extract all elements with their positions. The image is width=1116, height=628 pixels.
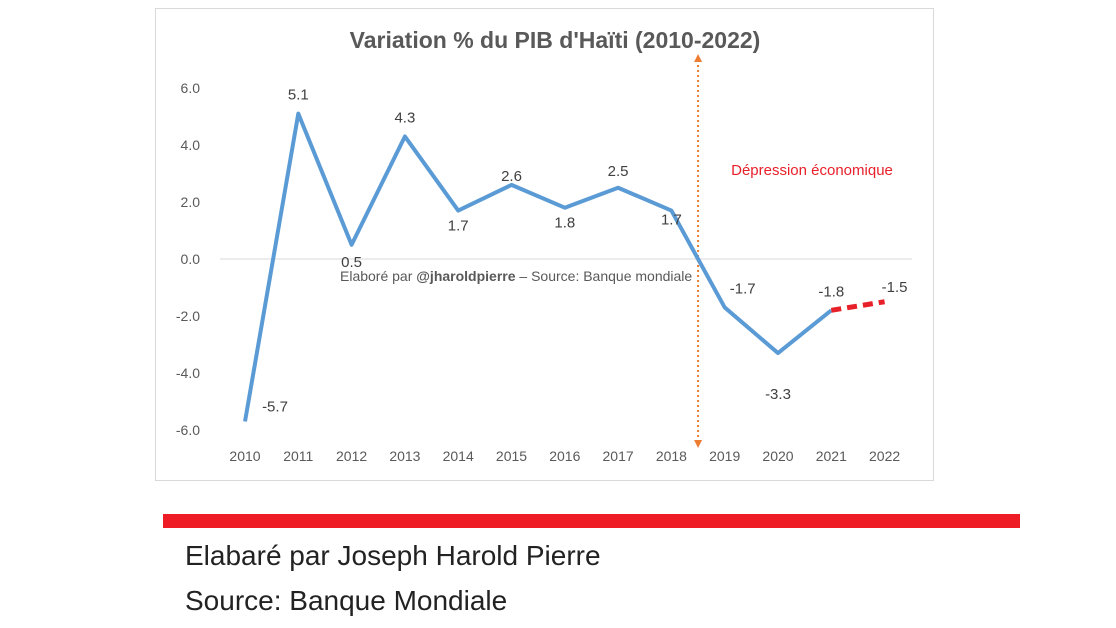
data-label: 2.6 (501, 168, 522, 185)
data-label: -1.5 (882, 279, 908, 296)
data-label: 0.5 (341, 254, 362, 271)
data-label: 1.7 (661, 212, 682, 229)
data-label: -1.7 (730, 280, 756, 297)
x-tick-label: 2021 (816, 448, 847, 464)
watermark-suffix: – Source: Banque mondiale (516, 268, 693, 284)
x-tick-label: 2016 (549, 448, 580, 464)
chart-title: Variation % du PIB d'Haïti (2010-2022) (350, 27, 761, 53)
x-tick-label: 2011 (283, 448, 313, 464)
y-tick-label: 4.0 (181, 137, 201, 153)
y-tick-label: -2.0 (176, 308, 200, 324)
x-tick-label: 2014 (443, 448, 474, 464)
y-tick-label: -6.0 (176, 422, 200, 438)
x-tick-label: 2013 (389, 448, 420, 464)
y-tick-label: -4.0 (176, 365, 200, 381)
x-tick-label: 2018 (656, 448, 687, 464)
red-divider (163, 514, 1020, 528)
data-label: 1.8 (554, 215, 575, 232)
footer-source: Source: Banque Mondiale (185, 585, 508, 616)
x-tick-label: 2022 (869, 448, 900, 464)
x-tick-label: 2015 (496, 448, 527, 464)
y-tick-label: 0.0 (181, 251, 201, 267)
watermark-handle: @jharoldpierre (416, 268, 515, 284)
data-label: 2.5 (608, 163, 629, 180)
y-tick-label: 6.0 (181, 80, 201, 96)
data-label: 1.7 (448, 218, 469, 235)
x-tick-label: 2019 (709, 448, 740, 464)
x-tick-label: 2010 (229, 448, 260, 464)
watermark: Elaboré par @jharoldpierre – Source: Ban… (340, 268, 692, 284)
gdp-projection-line (830, 299, 885, 313)
line-chart: Variation % du PIB d'Haïti (2010-2022) 6… (176, 27, 912, 464)
chart-frame (155, 8, 934, 481)
data-label: -3.3 (765, 386, 791, 403)
data-label: 5.1 (288, 87, 309, 104)
arrow-up-icon (694, 54, 703, 62)
x-tick-label: 2020 (762, 448, 793, 464)
data-label: -1.8 (818, 283, 844, 300)
data-label: 4.3 (394, 109, 415, 126)
x-tick-label: 2017 (603, 448, 634, 464)
x-tick-label: 2012 (336, 448, 367, 464)
gdp-series-line (243, 111, 833, 422)
footer-author: Elabaré par Joseph Harold Pierre (185, 540, 601, 571)
data-label: -5.7 (262, 398, 288, 415)
watermark-prefix: Elaboré par (340, 268, 416, 284)
arrow-down-icon (694, 440, 703, 448)
annotation-depression: Dépression économique (731, 162, 893, 179)
y-tick-label: 2.0 (181, 194, 201, 210)
